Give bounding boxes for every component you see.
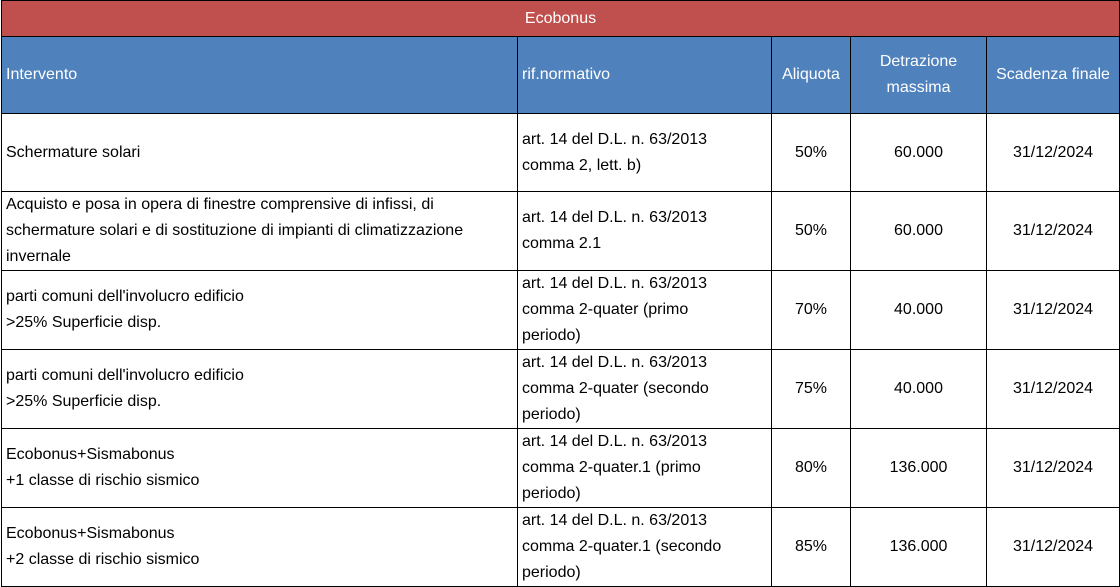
- cell-intervento-line: >25% Superficie disp.: [6, 314, 162, 331]
- cell-rif-normativo-line: periodo): [522, 485, 581, 502]
- cell-intervento: parti comuni dell'involucro edificio >25%…: [1, 349, 518, 429]
- cell-intervento-line: Acquisto e posa in opera di finestre com…: [6, 196, 434, 213]
- cell-rif-normativo-line: comma 2-quater.1 (primo: [522, 459, 701, 476]
- header-scadenza-finale: Scadenza finale: [985, 36, 1120, 114]
- cell-aliquota: 50%: [771, 113, 851, 192]
- cell-rif-normativo-line: comma 2-quater.1 (secondo: [522, 538, 722, 555]
- cell-rif-normativo: art. 14 del D.L. n. 63/2013 comma 2-quate…: [517, 507, 772, 587]
- table-title: Ecobonus: [0, 0, 1120, 37]
- table-row: Ecobonus+Sismabonus +2 classe di rischio …: [1, 507, 1120, 587]
- cell-scadenza: 31/12/2024: [985, 428, 1120, 508]
- cell-rif-normativo-line: comma 2-quater (primo: [522, 301, 689, 318]
- cell-intervento-line: +1 classe di rischio sismico: [6, 472, 200, 489]
- cell-rif-normativo-line: art. 14 del D.L. n. 63/2013: [522, 354, 708, 371]
- cell-rif-normativo-line: periodo): [522, 327, 581, 344]
- cell-rif-normativo: art. 14 del D.L. n. 63/2013 comma 2, lett…: [517, 113, 772, 192]
- cell-scadenza: 31/12/2024: [985, 113, 1120, 192]
- table-row: Acquisto e posa in opera di finestre com…: [1, 191, 1120, 271]
- header-detrazione-massima: Detrazione massima: [850, 36, 987, 114]
- header-rif-normativo: rif.normativo: [517, 36, 772, 114]
- cell-intervento-line: parti comuni dell'involucro edificio: [6, 288, 244, 305]
- cell-detrazione: 60.000: [850, 113, 987, 192]
- cell-intervento-line: invernale: [6, 248, 71, 265]
- cell-aliquota: 70%: [771, 270, 851, 350]
- cell-intervento-line: schermature solari e di sostituzione di …: [6, 222, 464, 239]
- cell-intervento-line: +2 classe di rischio sismico: [6, 551, 200, 568]
- cell-intervento: Acquisto e posa in opera di finestre com…: [1, 191, 518, 271]
- cell-rif-normativo-line: art. 14 del D.L. n. 63/2013: [522, 209, 708, 226]
- cell-rif-normativo-line: comma 2, lett. b): [522, 156, 642, 174]
- cell-aliquota: 75%: [771, 349, 851, 429]
- cell-rif-normativo-line: comma 2-quater (secondo: [522, 380, 709, 397]
- table-row: parti comuni dell'involucro edificio >25%…: [1, 270, 1120, 350]
- cell-rif-normativo-line: art. 14 del D.L. n. 63/2013: [522, 130, 708, 148]
- cell-rif-normativo: art. 14 del D.L. n. 63/2013 comma 2-quate…: [517, 349, 772, 429]
- cell-intervento: Schermature solari: [1, 113, 518, 192]
- cell-rif-normativo: art. 14 del D.L. n. 63/2013 comma 2-quate…: [517, 270, 772, 350]
- cell-rif-normativo-line: periodo): [522, 406, 581, 423]
- cell-rif-normativo: art. 14 del D.L. n. 63/2013 comma 2-quate…: [517, 428, 772, 508]
- table-row: Schermature solari art. 14 del D.L. n. 63…: [1, 113, 1120, 192]
- cell-intervento: Ecobonus+Sismabonus +2 classe di rischio …: [1, 507, 518, 587]
- cell-scadenza: 31/12/2024: [985, 191, 1120, 271]
- cell-detrazione: 60.000: [850, 191, 987, 271]
- table-row: parti comuni dell'involucro edificio >25%…: [1, 349, 1120, 429]
- cell-scadenza: 31/12/2024: [985, 270, 1120, 350]
- cell-aliquota: 50%: [771, 191, 851, 271]
- cell-detrazione: 40.000: [850, 270, 987, 350]
- table-body: Schermature solari art. 14 del D.L. n. 63…: [1, 113, 1120, 587]
- cell-scadenza: 31/12/2024: [985, 507, 1120, 587]
- cell-rif-normativo-line: art. 14 del D.L. n. 63/2013: [522, 275, 708, 292]
- cell-rif-normativo-line: art. 14 del D.L. n. 63/2013: [522, 512, 708, 529]
- cell-rif-normativo-line: art. 14 del D.L. n. 63/2013: [522, 433, 708, 450]
- cell-aliquota: 85%: [771, 507, 851, 587]
- header-intervento: Intervento: [1, 36, 518, 114]
- header-detrazione-line1: Detrazione: [879, 53, 958, 70]
- cell-rif-normativo: art. 14 del D.L. n. 63/2013 comma 2.1: [517, 191, 772, 271]
- table-row: Ecobonus+Sismabonus +1 classe di rischio …: [1, 428, 1120, 508]
- cell-rif-normativo-line: comma 2.1: [522, 235, 602, 252]
- cell-intervento-line: Schermature solari: [6, 143, 141, 161]
- cell-intervento-line: Ecobonus+Sismabonus: [6, 525, 175, 542]
- cell-intervento: parti comuni dell'involucro edificio >25%…: [1, 270, 518, 350]
- cell-intervento-line: Ecobonus+Sismabonus: [6, 446, 175, 463]
- cell-detrazione: 136.000: [850, 428, 987, 508]
- cell-intervento-line: parti comuni dell'involucro edificio: [6, 367, 244, 384]
- cell-intervento: Ecobonus+Sismabonus +1 classe di rischio …: [1, 428, 518, 508]
- cell-scadenza: 31/12/2024: [985, 349, 1120, 429]
- header-detrazione-line2: massima: [886, 79, 951, 96]
- cell-rif-normativo-line: periodo): [522, 564, 581, 581]
- cell-intervento-line: >25% Superficie disp.: [6, 393, 162, 410]
- cell-detrazione: 40.000: [850, 349, 987, 429]
- cell-detrazione: 136.000: [850, 507, 987, 587]
- cell-aliquota: 80%: [771, 428, 851, 508]
- header-aliquota: Aliquota: [771, 36, 851, 114]
